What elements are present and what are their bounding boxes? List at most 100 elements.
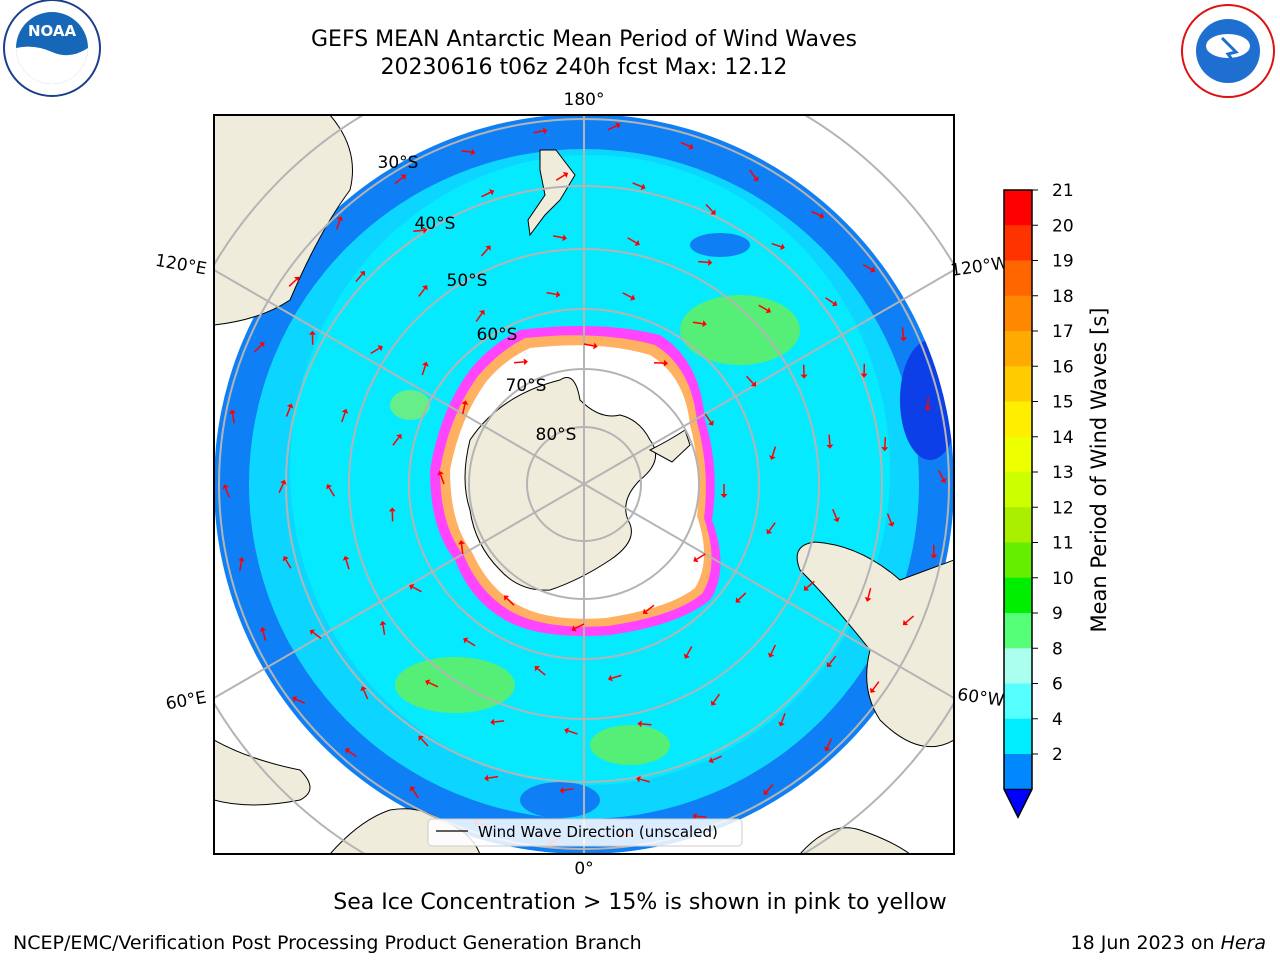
wave-arrow-head	[752, 176, 759, 182]
colorbar-segment	[1004, 260, 1032, 297]
wave-arrow-head	[345, 748, 351, 754]
colorbar: 21 20 19 18 17 16 15 14 13 12 11 10 9 8 6 4 2	[1003, 181, 1074, 819]
lon-label-0: 0°	[574, 859, 593, 879]
date-host: Hera	[1220, 932, 1266, 954]
wave-arrow-head	[800, 374, 808, 379]
colorbar-segment	[1004, 401, 1032, 438]
wave-arrow-head	[688, 143, 694, 150]
map-subtitle: 20230616 t06z 240h fcst Max: 12.12	[380, 55, 788, 80]
wave-arrow	[574, 623, 585, 630]
wave-arrow-head	[780, 243, 785, 251]
noaa-logo: NOAA	[0, 0, 104, 100]
wave-arrow-head	[630, 294, 636, 301]
wave-arrow	[355, 273, 363, 283]
wave-arrow-head	[826, 661, 833, 668]
wave-arrow-head	[485, 245, 491, 251]
wave-arrow-head	[562, 234, 567, 242]
wave-arrow-head	[640, 183, 646, 190]
wave-arrow-head	[341, 408, 349, 414]
colorbar-segment	[1004, 225, 1032, 261]
wave-arrow	[806, 580, 815, 589]
graticule	[214, 115, 954, 854]
wave-arrow	[239, 560, 243, 571]
colorbar-tick-label: 20	[1052, 216, 1074, 236]
wave-arrow-head	[924, 406, 932, 412]
wave-arrow-head	[593, 342, 598, 350]
colorbar-segment	[1004, 472, 1032, 508]
wave-arrow-head	[360, 686, 367, 692]
australia-land	[214, 115, 353, 326]
colorbar-tick-label: 21	[1052, 181, 1074, 201]
wave-arrow	[758, 304, 768, 311]
wave-arrow-head	[359, 270, 366, 277]
wave-arrow	[749, 169, 757, 179]
colorbar-segment	[1004, 295, 1032, 332]
wave-arrow-head	[778, 721, 785, 727]
wave-arrow	[506, 597, 515, 606]
wave-arrow	[698, 260, 709, 264]
wave-arrow	[533, 130, 544, 134]
colorbar-segment	[1004, 366, 1032, 402]
wave-arrow	[641, 723, 652, 726]
colorbar-segment	[1004, 331, 1032, 367]
wave-arrow	[826, 738, 833, 749]
wave-arrow-head	[902, 619, 909, 626]
wave-arrow-head	[471, 148, 476, 156]
wave-arrow	[768, 522, 776, 532]
antarctic-peninsula	[648, 429, 691, 463]
colorbar-tick-label: 17	[1052, 322, 1074, 342]
map-frame	[213, 114, 955, 855]
colorbar-segment	[1004, 190, 1032, 226]
wave-arrow	[420, 738, 429, 747]
wave-arrow	[886, 513, 892, 524]
wave-arrow	[253, 344, 263, 353]
wave-arrow-head	[523, 358, 528, 366]
wave-arrow-head	[437, 470, 444, 476]
wave-arrow-head	[542, 127, 548, 135]
wave-arrow-head	[881, 446, 889, 452]
wave-arrow	[288, 278, 297, 287]
wave-arrow	[905, 615, 915, 624]
wave-arrow-head	[286, 403, 294, 409]
sea-ice-note: Sea Ice Concentration > 15% is shown in …	[333, 890, 947, 915]
wave-arrow-head	[409, 786, 416, 792]
wave-arrow	[627, 237, 637, 244]
wave-arrow	[462, 404, 466, 415]
map-title: GEFS MEAN Antarctic Mean Period of Wind …	[311, 27, 857, 52]
wave-arrow	[607, 124, 618, 131]
wave-arrow	[686, 646, 693, 656]
wave-arrow	[770, 644, 777, 655]
lat-label-40s: 40°S	[415, 214, 456, 234]
wave-arrow	[745, 375, 754, 385]
wave-arrow	[312, 631, 322, 640]
wave-arrow-head	[870, 266, 876, 273]
lat-label-70s: 70°S	[506, 376, 547, 396]
date-text: 18 Jun 2023 on Hera	[1071, 932, 1266, 954]
wave-arrow-head	[489, 189, 495, 196]
wave-arrow	[262, 630, 267, 641]
wave-arrow	[412, 789, 419, 799]
wave-arrow-head	[564, 727, 570, 735]
green-patch-east	[680, 295, 800, 365]
wave-arrow-head	[636, 775, 641, 783]
wave-arrow-head	[824, 746, 831, 752]
colorbar-tick-label: 14	[1052, 428, 1074, 448]
wave-arrow-head	[562, 171, 569, 178]
wave-arrow-head	[422, 361, 429, 367]
wave-arrow	[563, 788, 574, 792]
wave-arrow	[738, 592, 747, 601]
wave-arrow	[867, 588, 872, 599]
wave-arrow-head	[663, 359, 668, 367]
wave-arrow-head	[833, 517, 840, 523]
wave-arrow-head	[860, 373, 868, 378]
wave-arrow	[362, 689, 369, 700]
wave-arrow	[884, 437, 887, 448]
wave-arrow-head	[900, 337, 908, 342]
lat-label-50s: 50°S	[447, 271, 488, 291]
wave-arrow-head	[559, 786, 565, 794]
wave-arrow	[872, 681, 880, 691]
wave-arrow-head	[503, 595, 510, 601]
wave-arrow	[278, 483, 284, 493]
wave-arrow	[696, 815, 707, 818]
